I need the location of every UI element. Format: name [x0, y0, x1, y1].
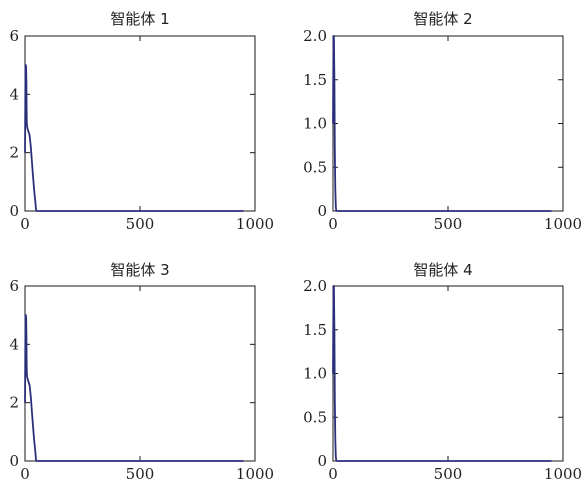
panel-4-ytick-label: 2.0 [303, 277, 327, 295]
panel-2-plot-frame [332, 35, 564, 212]
chart-panel-3-title: 智能体 3 [110, 261, 169, 279]
panel-1-ytick-label: 6 [9, 27, 19, 45]
chart-panel-4: 智能体 4 0 0.5 1.0 1.5 2.0 0 500 1000 [303, 261, 582, 483]
panel-3-ytick-label: 2 [9, 394, 19, 412]
panel-4-ytick-label: 1.5 [303, 321, 327, 339]
chart-panel-3: 智能体 3 0 2 4 6 0 500 1000 [9, 261, 274, 483]
panel-1-series-line-1 [24, 64, 244, 212]
panel-4-ytick-label: 1.0 [303, 365, 327, 383]
chart-panel-1-title: 智能体 1 [110, 10, 169, 28]
chart-panel-2-title: 智能体 2 [413, 10, 472, 28]
panel-2-ytick-label: 0 [317, 202, 327, 220]
panel-4-xtick-label: 0 [328, 465, 338, 483]
panel-1-ytick-label: 0 [9, 202, 19, 220]
panel-3-plot-frame [24, 285, 256, 462]
panel-4-xtick-label: 1000 [544, 465, 582, 483]
panel-4-ytick-label: 0.5 [303, 408, 327, 426]
panel-4-xtick-label: 500 [434, 465, 463, 483]
panel-2-series-line-1 [332, 35, 552, 212]
chart-panel-4-title: 智能体 4 [413, 261, 472, 279]
panel-2-xtick-label: 0 [328, 215, 338, 233]
panel-3-series-line-1 [24, 314, 244, 462]
chart-panel-2: 智能体 2 0 0.5 1.0 1.5 2.0 0 500 1000 [303, 10, 582, 233]
panel-4-plot-frame [332, 285, 564, 462]
panel-1-xtick-label: 500 [126, 215, 155, 233]
panel-1-xtick-label: 0 [20, 215, 30, 233]
panel-2-ytick-label: 0.5 [303, 158, 327, 176]
panel-1-xtick-label: 1000 [236, 215, 274, 233]
panel-2-ytick-label: 2.0 [303, 27, 327, 45]
panel-3-ytick-label: 0 [9, 452, 19, 470]
chart-panel-1: 智能体 1 0 2 4 6 0 500 1000 [9, 10, 274, 233]
panel-3-xtick-label: 1000 [236, 465, 274, 483]
panel-3-xtick-label: 0 [20, 465, 30, 483]
panel-2-ytick-label: 1.0 [303, 115, 327, 133]
panel-2-ytick-label: 1.5 [303, 71, 327, 89]
panel-1-plot-frame [24, 35, 256, 212]
panel-4-series-line-1 [332, 285, 552, 462]
panel-3-ytick-label: 4 [9, 335, 19, 353]
panel-3-xtick-label: 500 [126, 465, 155, 483]
panel-2-xtick-label: 1000 [544, 215, 582, 233]
panel-2-xtick-label: 500 [434, 215, 463, 233]
panel-4-ytick-label: 0 [317, 452, 327, 470]
panel-3-ytick-label: 6 [9, 277, 19, 295]
panel-1-ytick-label: 2 [9, 144, 19, 162]
panel-1-ytick-label: 4 [9, 85, 19, 103]
